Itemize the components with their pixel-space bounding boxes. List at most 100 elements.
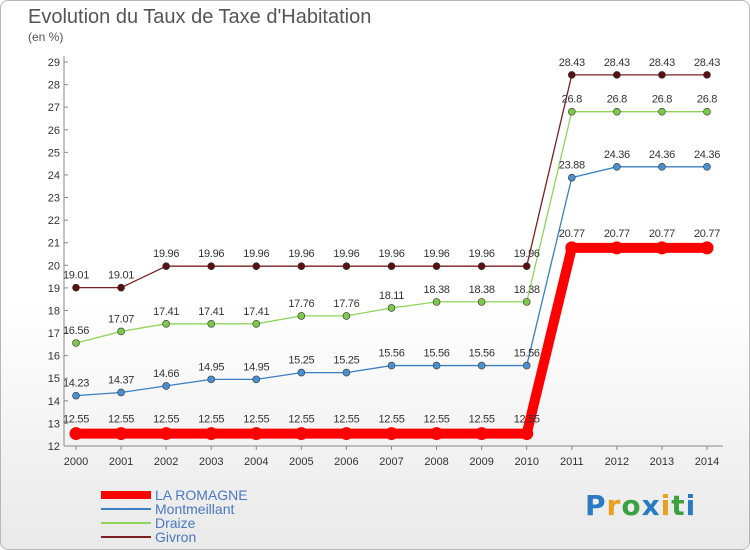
data-point xyxy=(117,283,125,292)
y-tick-label: 16 xyxy=(48,351,60,363)
data-label: 12.55 xyxy=(108,414,134,426)
y-tick-label: 29 xyxy=(48,57,60,69)
data-label: 28.43 xyxy=(694,57,720,69)
data-point xyxy=(339,427,353,441)
x-tick-label: 2002 xyxy=(154,456,178,468)
data-label: 19.01 xyxy=(108,270,134,282)
data-label: 28.43 xyxy=(649,57,675,69)
data-label: 12.55 xyxy=(378,414,404,426)
data-point xyxy=(432,262,441,270)
chart-title: Evolution du Taux de Taxe d'Habitation xyxy=(28,6,372,28)
series-line xyxy=(75,166,708,397)
data-label: 23.88 xyxy=(559,160,585,172)
data-label: 12.55 xyxy=(514,414,540,426)
data-point xyxy=(207,262,216,270)
data-label: 19.96 xyxy=(333,248,359,260)
data-point xyxy=(703,71,711,79)
x-tick-label: 2006 xyxy=(334,456,358,468)
data-point xyxy=(567,173,576,182)
data-point xyxy=(117,388,125,397)
legend-item-montmeillant: Montmeillant xyxy=(101,502,248,516)
series-la-romagne xyxy=(69,241,714,441)
data-point xyxy=(477,298,486,306)
data-label: 20.77 xyxy=(649,228,675,240)
data-label: 18.38 xyxy=(424,284,450,296)
data-label: 14.95 xyxy=(198,361,224,373)
data-point xyxy=(567,71,576,79)
legend-label: Draize xyxy=(155,515,196,531)
data-point xyxy=(69,427,83,441)
data-label: 19.96 xyxy=(378,248,404,260)
data-label: 15.25 xyxy=(333,355,359,367)
legend-label: Montmeillant xyxy=(155,501,235,517)
data-point xyxy=(522,262,531,270)
data-point xyxy=(72,391,80,400)
data-label: 20.77 xyxy=(604,228,630,240)
legend-label: LA ROMAGNE xyxy=(155,487,248,503)
data-label: 17.76 xyxy=(333,298,359,310)
legend-swatch xyxy=(101,536,151,538)
legend-item-draize: Draize xyxy=(101,516,248,530)
data-label: 19.96 xyxy=(469,248,495,260)
x-tick-label: 2012 xyxy=(605,456,629,468)
data-point xyxy=(387,361,396,370)
data-point xyxy=(342,312,351,320)
data-point xyxy=(117,327,125,336)
y-tick-label: 12 xyxy=(48,441,60,453)
data-label: 19.96 xyxy=(243,248,269,260)
x-tick-label: 2009 xyxy=(469,456,493,468)
legend-item-givron: Givron xyxy=(101,530,248,544)
data-label: 15.56 xyxy=(424,348,450,360)
x-tick-label: 2000 xyxy=(64,456,88,468)
x-tick-label: 2005 xyxy=(289,456,313,468)
data-label: 28.43 xyxy=(604,57,630,69)
y-tick-label: 15 xyxy=(48,373,60,385)
data-point xyxy=(658,107,666,116)
data-label: 26.8 xyxy=(697,94,717,106)
data-point xyxy=(387,304,396,312)
data-label: 26.8 xyxy=(607,94,627,106)
x-tick-label: 2013 xyxy=(650,456,674,468)
data-point xyxy=(658,163,666,171)
data-label: 12.55 xyxy=(243,414,269,426)
data-point xyxy=(522,361,531,370)
legend-label: Givron xyxy=(155,529,197,545)
legend-swatch xyxy=(101,522,151,524)
x-tick-label: 2001 xyxy=(109,456,133,468)
data-point xyxy=(565,241,579,255)
data-label: 20.77 xyxy=(694,228,720,240)
data-label: 14.37 xyxy=(108,374,134,386)
data-label: 15.56 xyxy=(469,348,495,360)
y-tick-label: 25 xyxy=(48,147,60,159)
series-montmeillant xyxy=(72,163,711,400)
data-label: 19.01 xyxy=(63,270,89,282)
data-point xyxy=(658,71,666,79)
data-point xyxy=(522,298,531,306)
y-tick-label: 18 xyxy=(48,305,60,317)
legend-swatch xyxy=(101,508,151,510)
data-label: 12.55 xyxy=(63,414,89,426)
data-label: 17.41 xyxy=(198,306,224,318)
data-label: 17.76 xyxy=(288,298,314,310)
data-point xyxy=(613,163,621,171)
data-label: 16.56 xyxy=(63,325,89,337)
data-point xyxy=(162,262,170,270)
x-tick-label: 2007 xyxy=(379,456,403,468)
x-tick-label: 2014 xyxy=(695,456,719,468)
data-point xyxy=(430,427,444,441)
data-label: 26.8 xyxy=(652,94,672,106)
x-tick-label: 2011 xyxy=(560,456,584,468)
y-tick-label: 28 xyxy=(48,80,60,92)
data-label: 18.38 xyxy=(469,284,495,296)
data-label: 14.66 xyxy=(153,368,179,380)
data-label: 19.96 xyxy=(153,248,179,260)
data-label: 19.96 xyxy=(198,248,224,260)
legend-swatch xyxy=(101,491,151,499)
data-labels: 14.23 14.37 14.66 14.95 14.95 15.25 15.25 15.56… xyxy=(63,57,721,426)
series-givron xyxy=(72,71,711,292)
y-tick-label: 26 xyxy=(48,125,60,137)
data-label: 19.96 xyxy=(424,248,450,260)
data-label: 17.41 xyxy=(153,306,179,318)
